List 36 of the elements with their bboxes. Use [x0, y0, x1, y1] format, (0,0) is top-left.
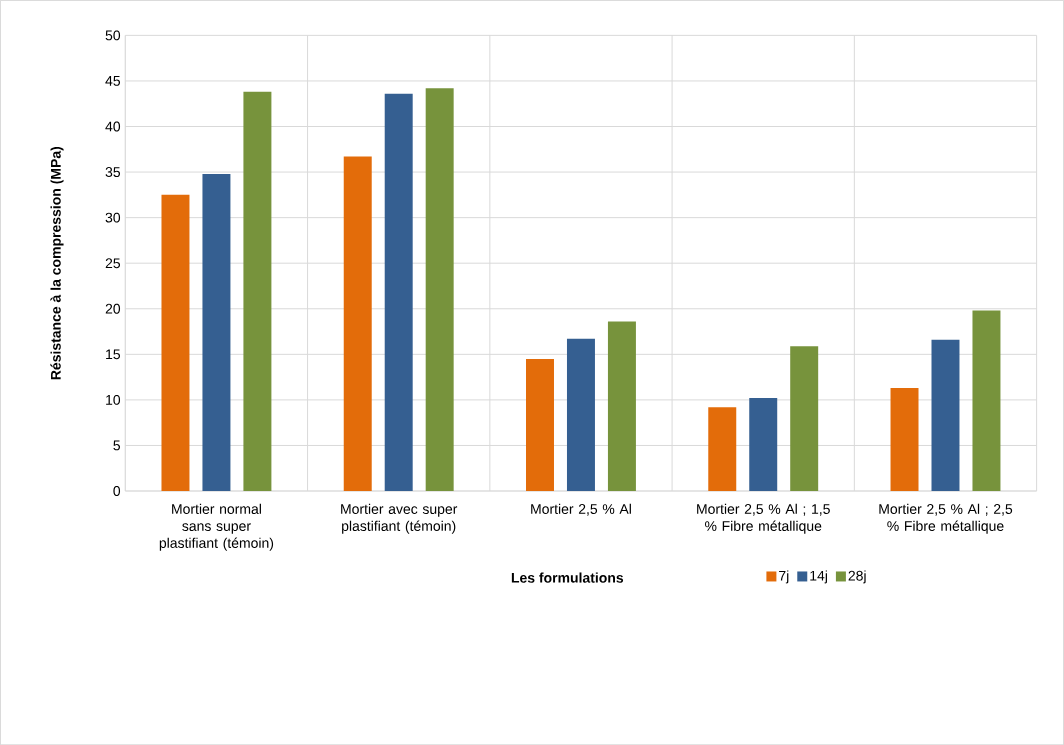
- y-tick-label: 25: [105, 258, 121, 269]
- bar: [607, 321, 636, 491]
- bar: [161, 194, 190, 491]
- y-tick-label: 45: [105, 75, 121, 86]
- y-tick-label: 10: [106, 394, 121, 405]
- bar: [243, 91, 272, 491]
- bar: [425, 88, 454, 491]
- y-tick-label: 35: [105, 167, 121, 177]
- bar: [749, 397, 778, 491]
- x-tick-label: Mortier 2,5 % Al ; 2,5 % Fibre métallique: [879, 503, 1013, 534]
- y-tick-label: 0: [113, 485, 121, 496]
- x-tick-label: Mortier normal sans super plastifiant (témoin): [159, 503, 274, 551]
- legend-label: 14j: [810, 570, 827, 584]
- x-axis-title: Les formulations: [511, 572, 624, 583]
- y-tick-label: 40: [105, 121, 121, 132]
- y-tick-label: 15: [106, 349, 121, 360]
- bar: [384, 93, 413, 491]
- x-tick-label: Mortier 2,5 % Al: [531, 503, 631, 516]
- bar: [972, 310, 1001, 491]
- y-axis-title: Résistance à la compression (MPa): [50, 146, 64, 380]
- bar: [931, 339, 960, 491]
- bar: [526, 358, 554, 491]
- y-tick-label: 50: [105, 30, 121, 41]
- bar: [343, 156, 372, 491]
- bar: [890, 387, 919, 491]
- bar: [566, 338, 595, 491]
- x-tick-label: Mortier 2,5 % Al ; 1,5 % Fibre métallique: [697, 503, 830, 534]
- bar: [708, 407, 737, 491]
- y-tick-label: 30: [105, 212, 121, 223]
- legend-label: 7j: [779, 570, 789, 584]
- bar: [790, 346, 819, 491]
- bar: [202, 173, 231, 491]
- legend-label: 28j: [848, 570, 866, 584]
- x-tick-label: Mortier avec super plastifiant (témoin): [341, 503, 458, 534]
- y-tick-label: 5: [113, 440, 121, 451]
- y-tick-label: 20: [105, 303, 121, 314]
